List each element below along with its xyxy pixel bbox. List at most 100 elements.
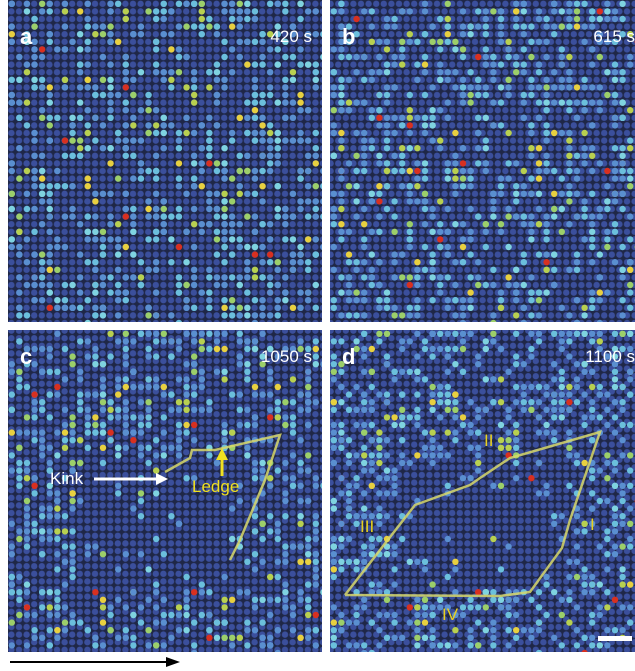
- particle: [92, 31, 98, 37]
- particle: [199, 384, 205, 390]
- particle: [604, 69, 610, 75]
- particle: [437, 597, 443, 603]
- particle: [252, 61, 258, 67]
- particle: [331, 543, 337, 549]
- particle: [130, 175, 136, 181]
- particle: [559, 130, 565, 136]
- particle: [16, 115, 22, 121]
- particle: [282, 551, 288, 557]
- particle: [559, 77, 565, 83]
- particle: [391, 414, 397, 420]
- particle: [612, 513, 618, 519]
- particle: [566, 107, 572, 113]
- particle: [138, 282, 144, 288]
- particle: [191, 589, 197, 595]
- particle: [290, 213, 296, 219]
- particle: [54, 267, 60, 273]
- particle: [384, 353, 390, 359]
- particle: [92, 312, 98, 318]
- particle: [107, 31, 113, 37]
- particle: [54, 46, 60, 52]
- particle: [467, 183, 473, 189]
- particle: [39, 536, 45, 542]
- particle: [361, 353, 367, 359]
- particle: [229, 305, 235, 311]
- particle: [536, 650, 542, 656]
- particle: [445, 353, 451, 359]
- particle: [305, 137, 311, 143]
- particle: [429, 297, 435, 303]
- particle: [168, 391, 174, 397]
- particle: [191, 1, 197, 7]
- particle: [221, 8, 227, 14]
- particle: [47, 39, 53, 45]
- particle: [369, 198, 375, 204]
- particle: [543, 213, 549, 219]
- particle: [566, 137, 572, 143]
- particle: [505, 46, 511, 52]
- particle: [353, 312, 359, 318]
- particle: [399, 452, 405, 458]
- particle: [168, 213, 174, 219]
- particle: [31, 153, 37, 159]
- particle: [282, 460, 288, 466]
- panel-label: d: [342, 344, 355, 369]
- particle: [346, 391, 352, 397]
- particle: [244, 445, 250, 451]
- particle: [597, 8, 603, 14]
- particle: [107, 407, 113, 413]
- particle: [259, 92, 265, 98]
- particle: [100, 399, 106, 405]
- particle: [214, 282, 220, 288]
- particle: [305, 559, 311, 565]
- particle: [305, 236, 311, 242]
- particle: [54, 168, 60, 174]
- particle: [566, 16, 572, 22]
- particle: [313, 475, 319, 481]
- particle: [92, 429, 98, 435]
- particle: [31, 399, 37, 405]
- particle: [9, 642, 15, 648]
- particle: [483, 221, 489, 227]
- particle: [252, 251, 258, 257]
- particle: [331, 505, 337, 511]
- particle: [551, 429, 557, 435]
- particle: [361, 490, 367, 496]
- particle: [483, 54, 489, 60]
- particle: [521, 61, 527, 67]
- particle: [559, 175, 565, 181]
- particle: [191, 407, 197, 413]
- particle: [437, 391, 443, 397]
- particle: [145, 236, 151, 242]
- particle: [69, 490, 75, 496]
- particle: [54, 612, 60, 618]
- particle: [130, 437, 136, 443]
- particle: [331, 619, 337, 625]
- particle: [369, 384, 375, 390]
- particle: [259, 137, 265, 143]
- particle: [338, 475, 344, 481]
- particle: [313, 69, 319, 75]
- particle: [244, 338, 250, 344]
- particle: [305, 635, 311, 641]
- particle: [320, 54, 326, 60]
- particle: [604, 229, 610, 235]
- particle: [589, 122, 595, 128]
- particle: [407, 282, 413, 288]
- particle: [153, 536, 159, 542]
- kink-label: Kink: [50, 469, 84, 488]
- particle: [62, 346, 68, 352]
- particle: [47, 122, 53, 128]
- particle: [16, 274, 22, 280]
- particle: [452, 331, 458, 337]
- particle: [259, 244, 265, 250]
- particle: [47, 183, 53, 189]
- particle: [62, 1, 68, 7]
- particle: [47, 627, 53, 633]
- particle: [85, 429, 91, 435]
- particle: [183, 627, 189, 633]
- particle: [290, 414, 296, 420]
- particle: [429, 206, 435, 212]
- particle: [267, 236, 273, 242]
- particle: [290, 115, 296, 121]
